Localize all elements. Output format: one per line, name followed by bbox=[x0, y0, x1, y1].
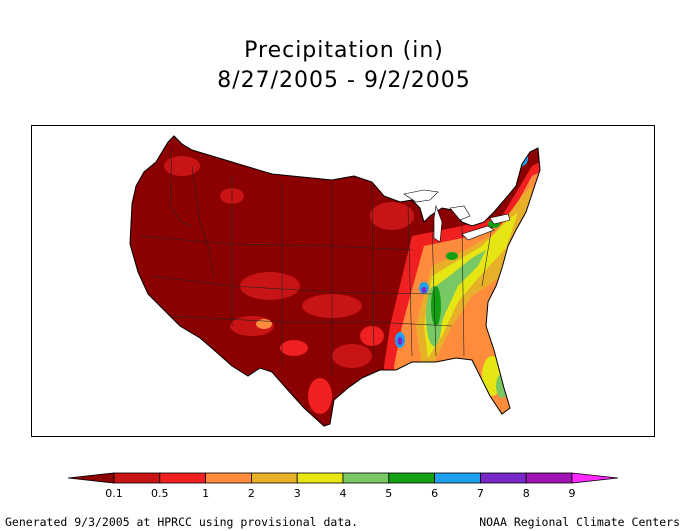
generated-note: Generated 9/3/2005 at HPRCC using provis… bbox=[5, 515, 359, 529]
legend-tick-label: 5 bbox=[385, 487, 393, 500]
noaa-credit: NOAA Regional Climate Centers bbox=[479, 515, 680, 529]
legend-tick-label: 1 bbox=[202, 487, 210, 500]
map-frame bbox=[31, 125, 655, 437]
state-boundaries bbox=[137, 145, 493, 376]
legend-underflow bbox=[67, 472, 115, 484]
legend-swatch bbox=[479, 472, 527, 484]
legend-tick-label: 8 bbox=[522, 487, 530, 500]
legend-swatch bbox=[113, 472, 161, 484]
precipitation-legend bbox=[67, 472, 619, 484]
precipitation-map bbox=[129, 135, 541, 427]
legend-tick-label: 4 bbox=[339, 487, 347, 500]
legend-swatch bbox=[159, 472, 207, 484]
us-outline bbox=[129, 135, 541, 427]
map-date-range: 8/27/2005 - 9/2/2005 bbox=[217, 68, 471, 93]
legend-tick-label: 7 bbox=[476, 487, 484, 500]
legend-swatch bbox=[342, 472, 390, 484]
precip-field bbox=[130, 136, 540, 426]
legend-swatch bbox=[296, 472, 344, 484]
legend-tick-label: 3 bbox=[293, 487, 301, 500]
legend-tick-label: 2 bbox=[247, 487, 255, 500]
legend-tick-label: 9 bbox=[568, 487, 576, 500]
legend-swatch bbox=[434, 472, 481, 484]
legend-swatch bbox=[250, 472, 298, 484]
legend-tick-label: 6 bbox=[431, 487, 439, 500]
map-title: Precipitation (in) bbox=[244, 38, 444, 63]
legend-swatch bbox=[525, 472, 573, 484]
great-lakes bbox=[403, 189, 511, 243]
legend-swatch bbox=[388, 472, 435, 484]
legend-tick-label: 0.5 bbox=[151, 487, 169, 500]
legend-swatch bbox=[205, 472, 252, 484]
legend-tick-label: 0.1 bbox=[105, 487, 123, 500]
legend-overflow bbox=[571, 472, 619, 484]
